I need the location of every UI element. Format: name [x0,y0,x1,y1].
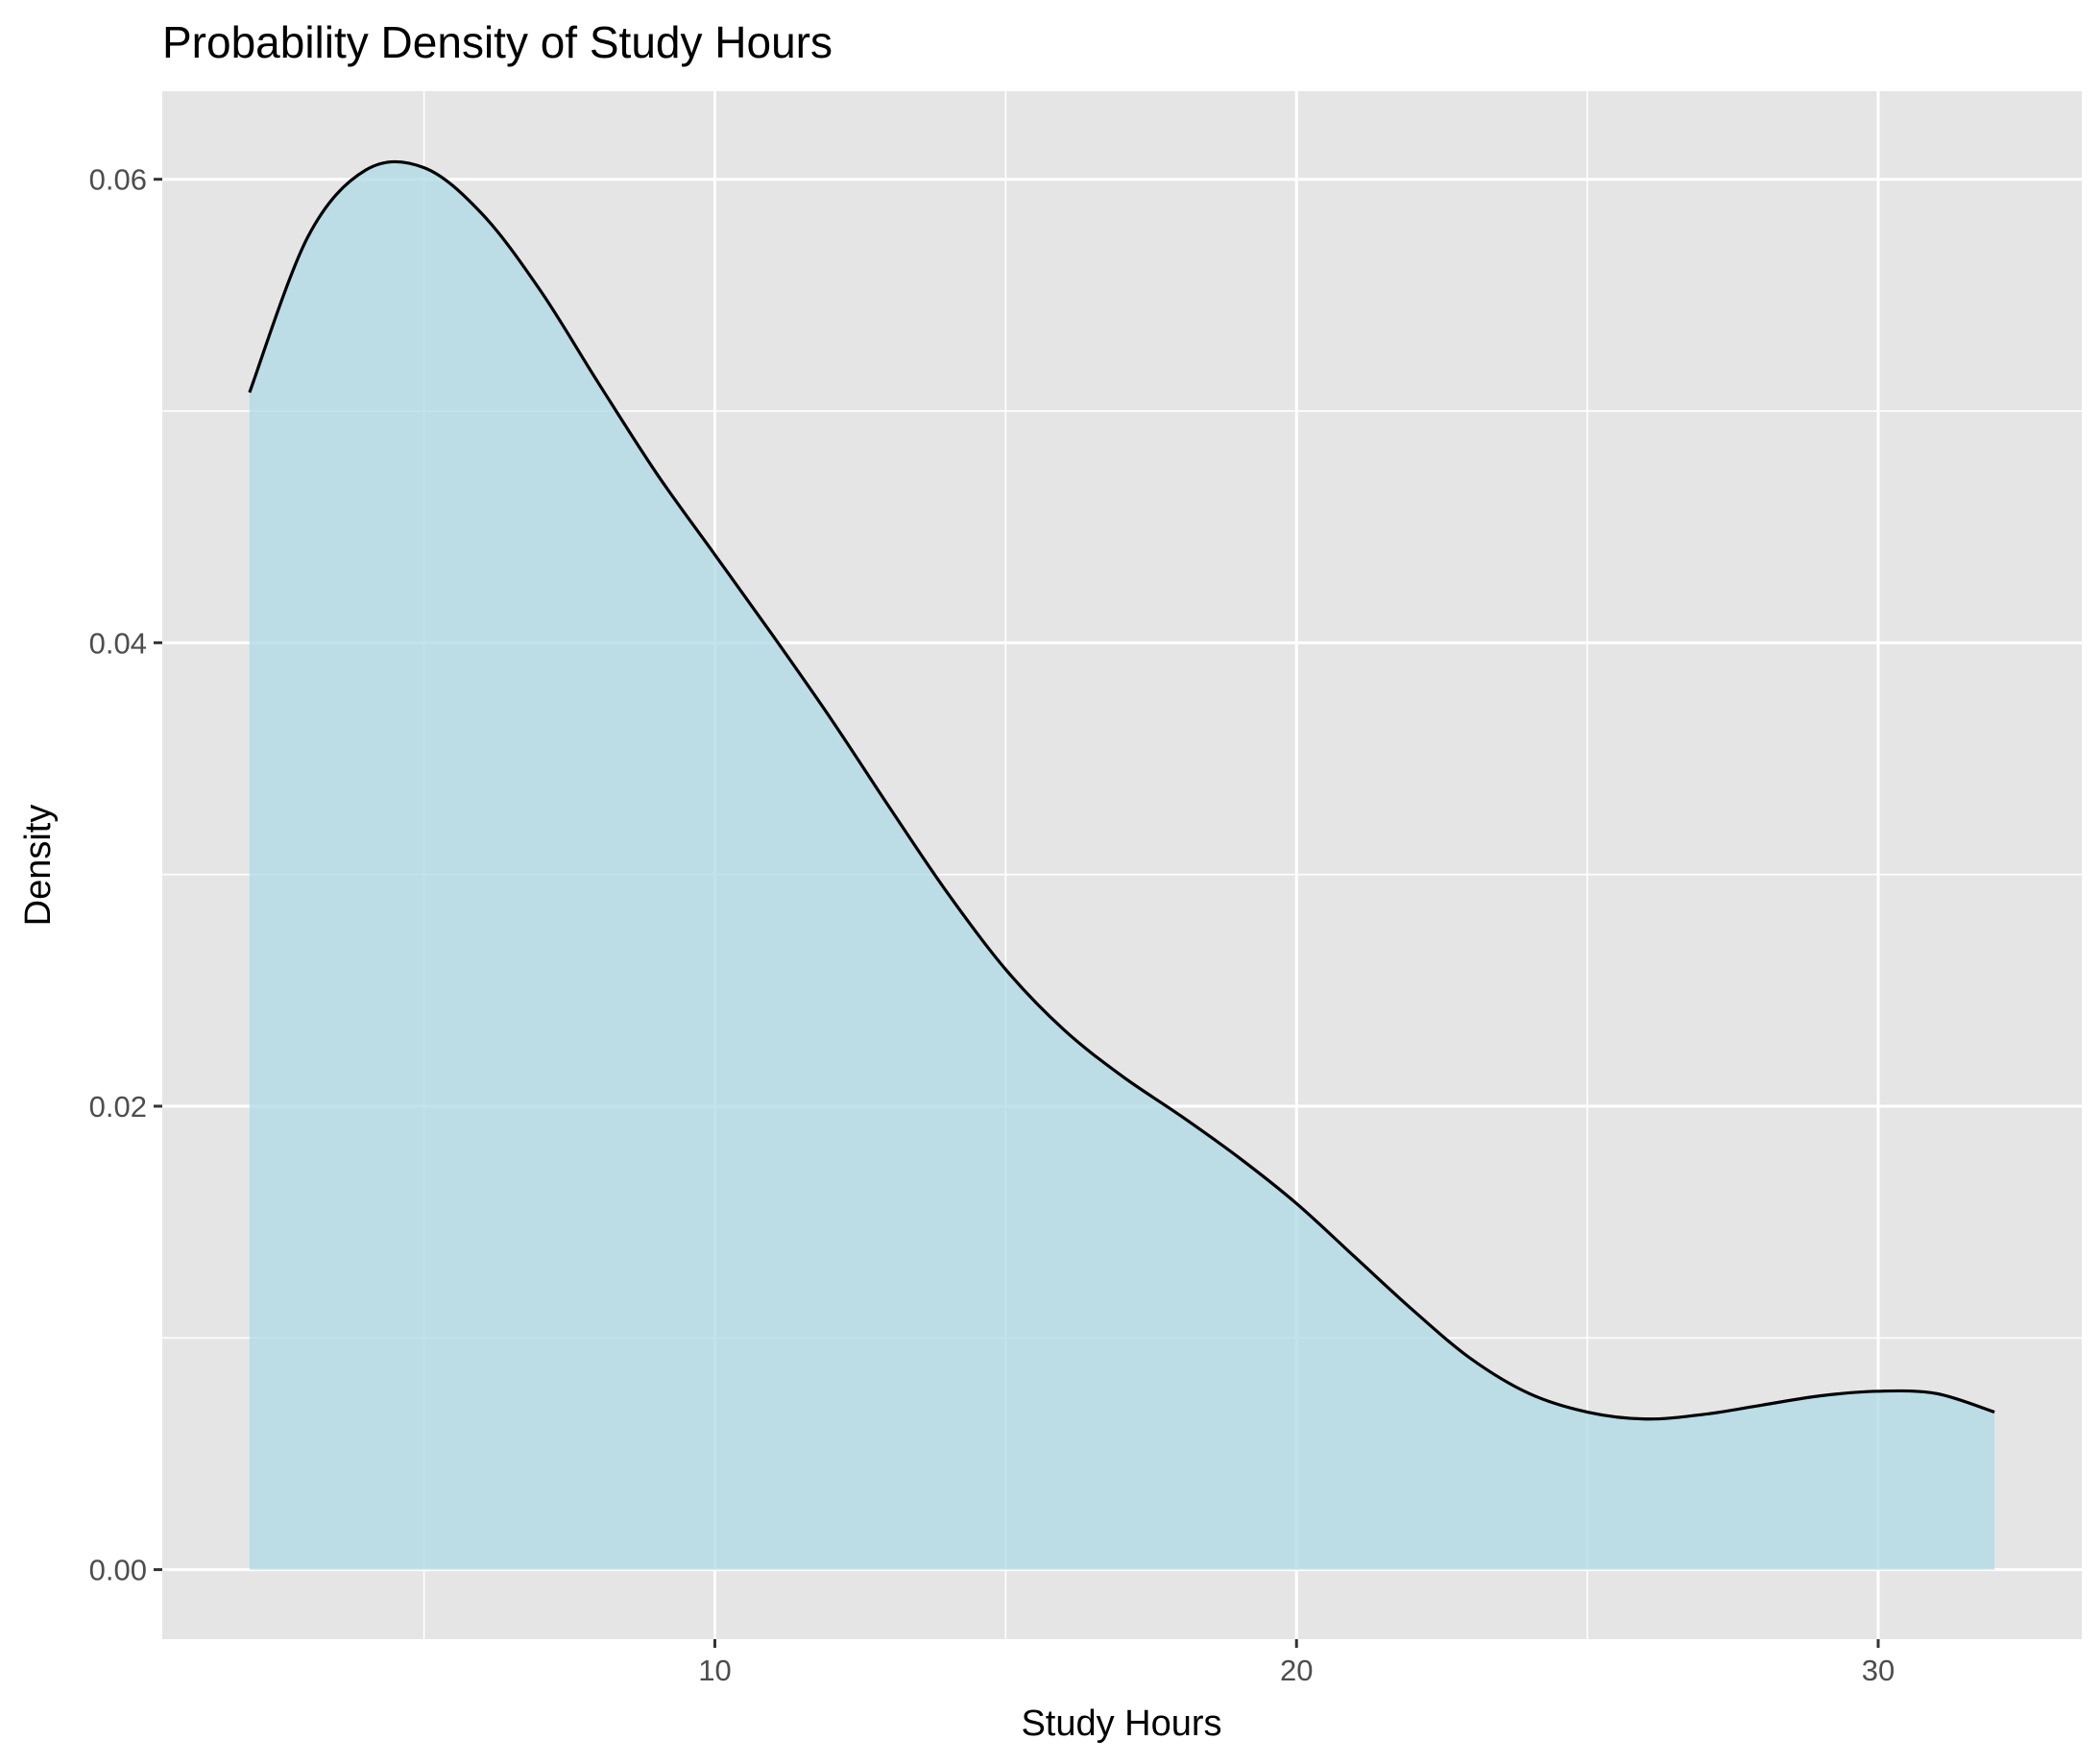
y-tick-label: 0.04 [89,626,147,660]
x-axis: 10 20 30 [698,1639,1895,1687]
y-axis: 0.00 0.02 0.04 0.06 [89,163,162,1587]
x-tick-label: 10 [698,1654,731,1687]
density-line [248,159,1995,1421]
chart-title: Probability Density of Study Hours [162,17,833,67]
y-tick-label: 0.06 [89,163,147,197]
y-axis-title: Density [18,805,59,927]
density-area [249,161,1995,1570]
x-axis-title: Study Hours [1021,1704,1221,1744]
x-tick-label: 30 [1862,1654,1895,1687]
y-tick-label: 0.00 [89,1554,147,1587]
x-tick-label: 20 [1280,1654,1313,1687]
y-tick-label: 0.02 [89,1090,147,1124]
